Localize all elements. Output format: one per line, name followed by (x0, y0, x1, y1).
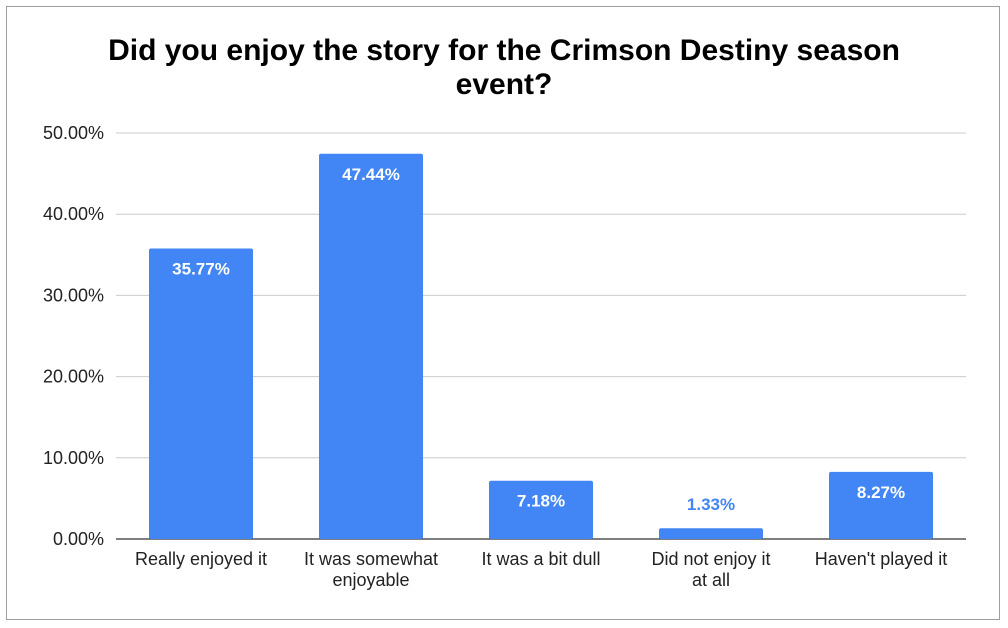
x-axis-tick-labels: Really enjoyed it It was somewhat enjoyabl… (135, 549, 947, 590)
data-label: 35.77% (172, 260, 230, 279)
y-tick-label: 10.00% (43, 448, 104, 468)
bar (319, 153, 423, 539)
y-tick-label: 20.00% (43, 367, 104, 387)
data-label: 1.33% (687, 495, 735, 514)
bar (149, 248, 253, 539)
data-label: 8.27% (857, 483, 905, 502)
y-axis-tick-labels: 0.00% 10.00% 20.00% 30.00% 40.00% 50.00% (43, 123, 104, 549)
bar (659, 528, 763, 539)
bar (489, 480, 593, 539)
x-tick-label: Did not enjoy it at all (651, 549, 770, 590)
bars (149, 153, 933, 539)
data-label: 47.44% (342, 165, 400, 184)
chart-title: Did you enjoy the story for the Crimson … (0, 34, 1008, 102)
data-label: 7.18% (517, 492, 565, 511)
y-tick-label: 50.00% (43, 123, 104, 143)
chart-title-line-1: Did you enjoy the story for the Crimson … (108, 34, 900, 67)
x-tick-label: It was somewhat enjoyable (304, 549, 438, 590)
data-labels: 35.77% 47.44% 7.18% 1.33% 8.27% (172, 165, 905, 514)
x-tick-label: It was a bit dull (481, 549, 600, 569)
bar (829, 471, 933, 539)
x-tick-label: Haven't played it (815, 549, 948, 569)
y-tick-label: 0.00% (53, 529, 104, 549)
gridlines (116, 132, 966, 540)
y-tick-label: 30.00% (43, 285, 104, 305)
x-tick-label: Really enjoyed it (135, 549, 267, 569)
chart-title-line-2: event? (455, 68, 553, 101)
y-tick-label: 40.00% (43, 204, 104, 224)
